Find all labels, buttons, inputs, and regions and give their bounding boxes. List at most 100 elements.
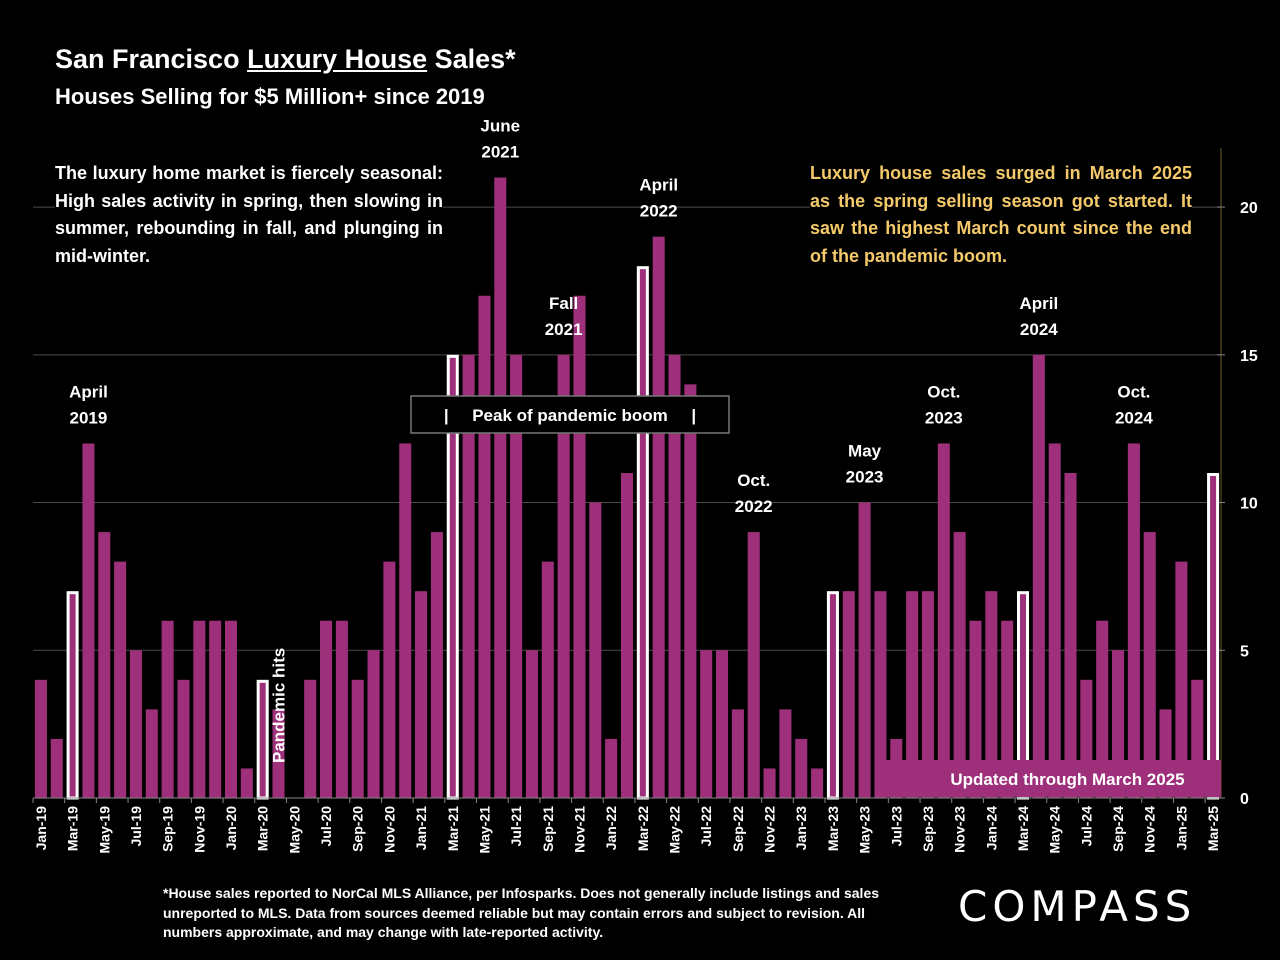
annotation-label: April [69, 382, 108, 401]
x-tick-label: Mar-20 [255, 806, 271, 851]
compass-logo: COMPASS [958, 882, 1196, 931]
bar [906, 591, 919, 798]
annotation-pandemic-hits: Pandemic hits [270, 648, 289, 763]
annotation-label: 2024 [1020, 320, 1058, 339]
bar [747, 532, 760, 798]
bar [145, 709, 158, 798]
bar [1032, 354, 1045, 798]
bar [335, 620, 348, 798]
bar-highlighted [636, 266, 649, 800]
title-prefix: San Francisco [55, 44, 248, 74]
chart-title: San Francisco Luxury House Sales* [55, 44, 516, 75]
bar [82, 443, 95, 798]
title-underlined: Luxury House [247, 44, 428, 74]
bar [541, 561, 554, 798]
bar [304, 679, 317, 798]
x-tick-label: May-23 [857, 806, 873, 854]
bar [272, 709, 285, 798]
x-tick-label: Jan-21 [413, 806, 429, 851]
annotation-label: Oct. [737, 471, 770, 490]
x-tick-label: Jan-22 [603, 806, 619, 851]
bar [383, 561, 396, 798]
updated-through-label: Updated through March 2025 [950, 770, 1184, 789]
bar [510, 354, 523, 798]
bar [1127, 443, 1140, 798]
bar [367, 650, 380, 798]
bar [684, 384, 697, 798]
bar [430, 532, 443, 798]
bar [1096, 620, 1109, 798]
bar [557, 354, 570, 798]
x-tick-label: Mar-25 [1205, 806, 1221, 851]
bar [573, 295, 586, 798]
bar [700, 650, 713, 798]
x-tick-label: Jul-24 [1078, 806, 1094, 847]
x-tick-label: Jan-20 [223, 806, 239, 851]
bar [240, 768, 253, 798]
bar [795, 738, 808, 798]
annotation-label: 2022 [735, 497, 773, 516]
bar [1143, 532, 1156, 798]
annotation-label: April [1019, 294, 1058, 313]
bar [114, 561, 127, 798]
bar [605, 738, 618, 798]
y-tick-label: 5 [1240, 643, 1249, 660]
annotation-label: 2021 [481, 143, 519, 162]
x-tick-label: Mar-19 [65, 806, 81, 851]
bar-highlighted [1207, 473, 1220, 800]
updated-through-box [884, 760, 1221, 797]
x-tick-label: Nov-24 [1142, 806, 1158, 853]
x-tick-label: Nov-22 [762, 806, 778, 853]
bar [34, 679, 47, 798]
bar [161, 620, 174, 798]
x-tick-label: Jan-23 [793, 806, 809, 851]
x-tick-label: Sep-19 [160, 806, 176, 852]
x-tick-label: Sep-22 [730, 806, 746, 852]
x-tick-label: May-24 [1047, 806, 1063, 854]
x-tick-label: Nov-21 [571, 806, 587, 853]
bar [478, 295, 491, 798]
annotation-label: 2019 [70, 408, 108, 427]
bar [320, 620, 333, 798]
annotation-label: Oct. [927, 382, 960, 401]
x-tick-label: Mar-24 [1015, 806, 1031, 851]
bar [1001, 620, 1014, 798]
bar [1175, 561, 1188, 798]
x-tick-label: May-20 [286, 806, 302, 854]
bar [620, 473, 634, 798]
bar [1048, 443, 1061, 798]
bar [874, 591, 887, 798]
bar [1064, 473, 1077, 798]
x-tick-label: Jul-22 [698, 806, 714, 847]
bar [811, 768, 824, 798]
annotation-label: 2022 [640, 202, 678, 221]
bar [969, 620, 982, 798]
bar [842, 591, 855, 798]
x-tick-label: Jul-19 [128, 806, 144, 847]
bar [668, 354, 681, 798]
bar [399, 443, 412, 798]
x-tick-label: Jan-19 [33, 806, 49, 851]
x-tick-label: May-19 [96, 806, 112, 854]
peak-pandemic-boom-box [410, 395, 730, 434]
bar [224, 620, 238, 798]
annotation-label: 2023 [925, 408, 963, 427]
chart-subtitle: Houses Selling for $5 Million+ since 201… [55, 84, 485, 109]
annotation-label: April [639, 176, 678, 195]
annotation-label: 2024 [1115, 408, 1153, 427]
bar [652, 236, 665, 799]
x-tick-label: May-21 [476, 806, 492, 854]
y-tick-label: 10 [1240, 496, 1258, 513]
bar [209, 620, 222, 798]
y-tick-label: 0 [1240, 791, 1249, 808]
bar [193, 620, 206, 798]
annotation-label: 2021 [545, 320, 583, 339]
bar [763, 768, 776, 798]
x-tick-label: Nov-23 [952, 806, 968, 853]
bar [415, 591, 428, 798]
x-tick-label: Mar-21 [445, 806, 461, 851]
bar [351, 679, 364, 798]
peak-pandemic-boom-label: | Peak of pandemic boom | [444, 406, 696, 425]
x-tick-label: Jul-20 [318, 806, 334, 847]
bar [985, 591, 998, 798]
